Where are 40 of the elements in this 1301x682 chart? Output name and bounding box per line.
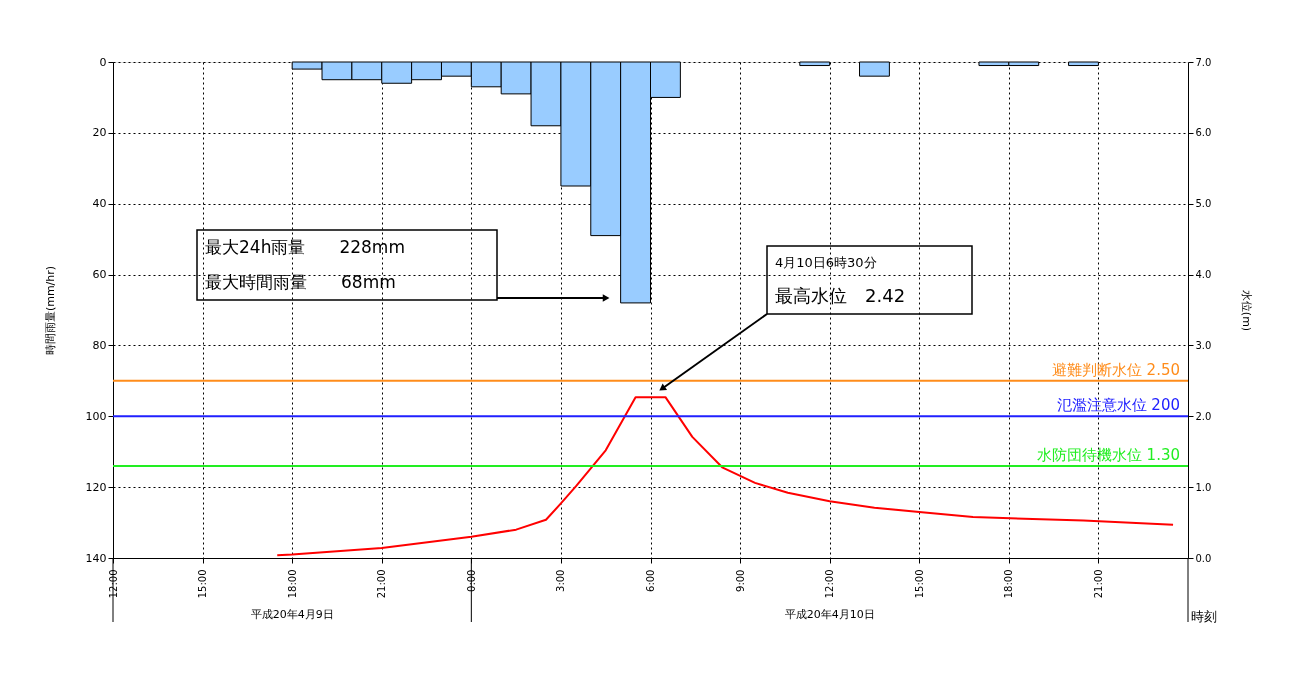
x-tick-label: 0:00 (465, 569, 477, 592)
x-axis-title: 時刻 (1190, 608, 1217, 624)
ref-line-label: 避難判断水位 2.50 (1051, 360, 1180, 379)
y-tick-label: 120 (85, 480, 107, 494)
y-tick-label: 60 (92, 268, 107, 282)
y2-tick-label: 7.0 (1195, 56, 1212, 68)
text: 平成20年4月10日 (784, 608, 875, 621)
y2-tick-label: 5.0 (1195, 198, 1212, 210)
ref-line-label: 水防団待機水位 1.30 (1036, 445, 1180, 464)
y-tick-label: 20 (92, 126, 107, 140)
x-tick-label: 18:00 (286, 569, 298, 599)
x-tick-label: 15:00 (913, 569, 925, 599)
x-tick-label: 15:00 (197, 569, 209, 599)
annotation: 4月10日6時30分 (775, 255, 877, 270)
x-tick-label: 18:00 (1003, 569, 1015, 599)
y-tick-label: 100 (85, 409, 107, 423)
y2-axis-title: 水位(m) (1240, 289, 1254, 332)
annotation: 最高水位 2.42 (775, 285, 906, 306)
y2-tick-label: 6.0 (1195, 127, 1212, 139)
y-tick-label: 140 (85, 551, 107, 565)
y-axis-title: 時間雨量(mm/hr) (43, 265, 57, 356)
text: 平成20年4月9日 (250, 608, 334, 621)
x-tick-label: 9:00 (734, 569, 746, 592)
y2-tick-label: 0.0 (1195, 552, 1212, 564)
y2-tick-label: 4.0 (1195, 269, 1212, 281)
x-tick-label: 6:00 (645, 569, 656, 592)
annotation: 最大24h雨量 228mm (205, 236, 405, 257)
x-tick-label: 21:00 (376, 569, 388, 599)
ref-line-label: 氾濫注意水位 200 (1056, 396, 1180, 415)
x-tick-label: 12:00 (107, 569, 119, 599)
y-tick-label: 80 (92, 338, 107, 352)
x-tick-label: 21:00 (1092, 569, 1104, 599)
y-tick-label: 0 (99, 55, 107, 69)
x-tick-label: 3:00 (555, 569, 567, 592)
y2-tick-label: 3.0 (1195, 339, 1212, 351)
annotation: 最大時間雨量 68mm (205, 271, 396, 292)
y2-tick-label: 2.0 (1195, 410, 1212, 422)
x-tick-label: 12:00 (824, 569, 836, 599)
y-tick-label: 40 (92, 197, 107, 211)
y2-tick-label: 1.0 (1195, 481, 1212, 493)
